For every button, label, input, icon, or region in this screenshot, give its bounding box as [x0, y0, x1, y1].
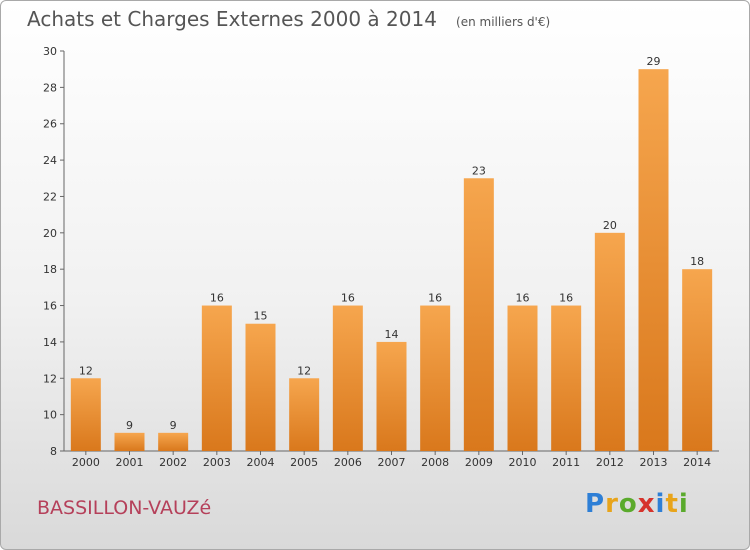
value-label: 16	[210, 292, 224, 305]
value-label: 15	[254, 310, 268, 323]
bar-2009	[463, 178, 494, 452]
value-label: 12	[297, 364, 311, 377]
proxiti-logo: Proxiti	[585, 489, 689, 519]
y-tick-label: 28	[43, 81, 57, 94]
chart-unit: (en milliers d'€)	[456, 15, 551, 29]
x-tick-label: 2005	[290, 456, 318, 469]
y-tick-label: 22	[43, 190, 57, 203]
y-tick-label: 20	[43, 227, 57, 240]
y-tick-label: 16	[43, 300, 57, 313]
x-tick-label: 2003	[203, 456, 231, 469]
bar-2014	[682, 269, 713, 451]
x-tick-label: 2012	[596, 456, 624, 469]
logo-letter: t	[665, 489, 679, 519]
x-tick-label: 2002	[159, 456, 187, 469]
value-label: 12	[79, 364, 93, 377]
logo-letter: i	[655, 489, 666, 519]
x-tick-label: 2004	[247, 456, 275, 469]
y-tick-label: 26	[43, 118, 57, 131]
bar-2004	[245, 323, 276, 451]
logo-letter: x	[637, 489, 656, 519]
bar-2001	[114, 432, 145, 451]
value-label: 29	[647, 55, 661, 68]
value-label: 16	[559, 292, 573, 305]
x-tick-label: 2009	[465, 456, 493, 469]
bar-2007	[376, 341, 407, 451]
value-label: 18	[690, 255, 704, 268]
x-tick-label: 2000	[72, 456, 100, 469]
bar-2008	[420, 305, 451, 451]
logo-letter: r	[605, 489, 619, 519]
y-tick-label: 10	[43, 409, 57, 422]
x-tick-label: 2014	[683, 456, 711, 469]
x-tick-label: 2007	[378, 456, 406, 469]
value-label: 14	[385, 328, 399, 341]
x-tick-label: 2011	[552, 456, 580, 469]
value-label: 9	[170, 419, 177, 432]
bar-2003	[201, 305, 232, 451]
x-tick-label: 2001	[116, 456, 144, 469]
y-tick-label: 30	[43, 45, 57, 58]
bar-2010	[507, 305, 538, 451]
y-tick-label: 24	[43, 154, 57, 167]
value-label: 9	[126, 419, 133, 432]
chart-labels: 2000 12 2001 9 2002 9 2003 16 2004 15 2005 12 2006 16…	[72, 55, 711, 469]
y-tick-label: 18	[43, 263, 57, 276]
x-tick-label: 2010	[509, 456, 537, 469]
bar-2012	[594, 232, 625, 451]
bar-2006	[332, 305, 363, 451]
bar-2005	[289, 378, 320, 451]
x-tick-label: 2008	[421, 456, 449, 469]
logo-letter: i	[678, 489, 689, 519]
value-label: 16	[341, 292, 355, 305]
value-label: 16	[428, 292, 442, 305]
value-label: 16	[516, 292, 530, 305]
bar-2002	[158, 432, 189, 451]
bar-2013	[638, 69, 669, 451]
value-label: 20	[603, 219, 617, 232]
value-label: 23	[472, 164, 486, 177]
bar-2011	[551, 305, 582, 451]
x-tick-label: 2006	[334, 456, 362, 469]
chart-title: Achats et Charges Externes 2000 à 2014	[27, 7, 437, 31]
y-tick-label: 8	[50, 445, 57, 458]
logo-letter: P	[585, 489, 606, 519]
y-tick-label: 12	[43, 372, 57, 385]
title-row: Achats et Charges Externes 2000 à 2014 (…	[27, 7, 550, 31]
commune-name: BASSILLON-VAUZé	[37, 497, 212, 519]
y-tick-label: 14	[43, 336, 57, 349]
chart-bars	[70, 69, 713, 452]
logo-letter: o	[618, 489, 638, 519]
x-tick-label: 2013	[640, 456, 668, 469]
bar-2000	[70, 378, 101, 451]
